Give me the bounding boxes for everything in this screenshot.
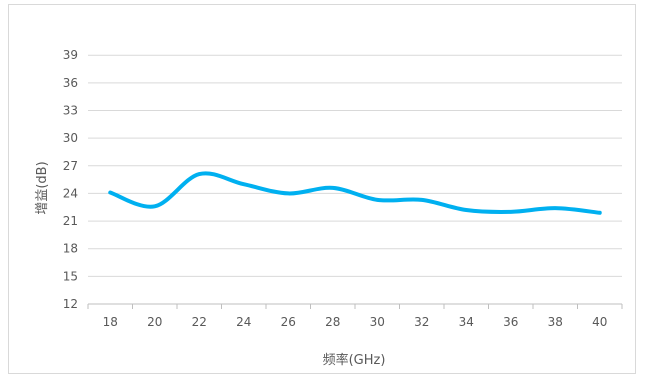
x-tick-label: 38 (548, 315, 563, 329)
y-tick-label: 36 (63, 76, 78, 90)
x-tick-label: 28 (325, 315, 340, 329)
y-tick-label: 21 (63, 214, 78, 228)
x-tick-label: 24 (236, 315, 251, 329)
grid-lines (88, 54, 622, 277)
y-tick-label: 27 (63, 159, 78, 173)
x-tick-label: 20 (147, 315, 162, 329)
y-axis-title: 增益(dB) (35, 161, 50, 214)
x-tick-label: 18 (103, 315, 118, 329)
x-tick-label: 34 (459, 315, 474, 329)
series-line (108, 171, 602, 215)
y-tick-labels: 12 15 18 21 24 27 30 33 36 39 (63, 48, 78, 311)
y-tick-label: 12 (63, 297, 78, 311)
y-tick-label: 15 (63, 269, 78, 283)
x-tick-label: 32 (414, 315, 429, 329)
x-axis (87, 303, 623, 309)
x-tick-label: 26 (281, 315, 296, 329)
y-tick-label: 33 (63, 104, 78, 118)
x-tick-label: 36 (503, 315, 518, 329)
y-tick-label: 18 (63, 242, 78, 256)
series-group (108, 171, 602, 215)
y-tick-label: 39 (63, 48, 78, 62)
x-tick-label: 40 (592, 315, 607, 329)
x-tick-label: 22 (192, 315, 207, 329)
y-tick-label: 24 (63, 186, 78, 200)
x-tick-label: 30 (370, 315, 385, 329)
x-axis-title: 频率(GHz) (323, 352, 386, 368)
x-tick-labels: 18 20 22 24 26 28 30 32 34 36 38 40 (103, 315, 608, 329)
y-tick-label: 30 (63, 131, 78, 145)
